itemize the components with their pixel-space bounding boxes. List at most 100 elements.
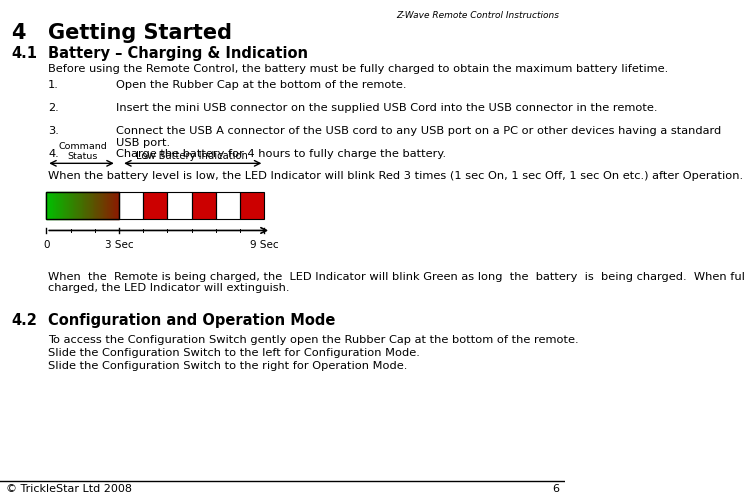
Bar bbox=[69, 192, 70, 219]
Bar bbox=[98, 192, 99, 219]
Bar bbox=[119, 192, 143, 219]
Bar bbox=[52, 192, 53, 219]
Text: Connect the USB A connector of the USB cord to any USB port on a PC or other dev: Connect the USB A connector of the USB c… bbox=[116, 126, 721, 148]
Bar bbox=[75, 192, 77, 219]
Bar bbox=[91, 192, 92, 219]
Bar bbox=[83, 192, 85, 219]
Text: Before using the Remote Control, the battery must be fully charged to obtain the: Before using the Remote Control, the bat… bbox=[48, 64, 668, 74]
Bar bbox=[97, 192, 98, 219]
Text: Low Battery Indication: Low Battery Indication bbox=[135, 151, 248, 161]
Text: 4.: 4. bbox=[48, 149, 59, 159]
Bar bbox=[216, 192, 240, 219]
Text: 3.: 3. bbox=[48, 126, 59, 136]
Bar bbox=[143, 192, 167, 219]
Bar bbox=[240, 192, 264, 219]
Text: 6: 6 bbox=[552, 484, 559, 494]
Text: 0: 0 bbox=[43, 240, 50, 250]
Text: Open the Rubber Cap at the bottom of the remote.: Open the Rubber Cap at the bottom of the… bbox=[116, 80, 406, 90]
Text: Z-Wave Remote Control Instructions: Z-Wave Remote Control Instructions bbox=[396, 11, 559, 20]
Bar bbox=[51, 192, 52, 219]
Bar bbox=[74, 192, 75, 219]
Bar bbox=[115, 192, 116, 219]
Text: 2.: 2. bbox=[48, 103, 59, 113]
Bar bbox=[68, 192, 69, 219]
Text: © TrickleStar Ltd 2008: © TrickleStar Ltd 2008 bbox=[6, 484, 132, 494]
Bar bbox=[167, 192, 192, 219]
Bar bbox=[60, 192, 61, 219]
Bar bbox=[62, 192, 63, 219]
Bar bbox=[106, 192, 107, 219]
Bar bbox=[240, 192, 264, 219]
Bar bbox=[61, 192, 62, 219]
Bar bbox=[114, 192, 115, 219]
Text: 1.: 1. bbox=[48, 80, 59, 90]
Bar bbox=[96, 192, 97, 219]
Text: Battery – Charging & Indication: Battery – Charging & Indication bbox=[48, 46, 308, 61]
Bar bbox=[89, 192, 90, 219]
Bar bbox=[48, 192, 49, 219]
Bar bbox=[92, 192, 94, 219]
Bar bbox=[116, 192, 117, 219]
Bar bbox=[79, 192, 80, 219]
Bar bbox=[59, 192, 60, 219]
Text: Getting Started: Getting Started bbox=[48, 23, 232, 43]
Bar bbox=[71, 192, 73, 219]
Bar bbox=[49, 192, 50, 219]
Bar bbox=[100, 192, 102, 219]
Bar bbox=[90, 192, 91, 219]
Bar bbox=[80, 192, 81, 219]
Text: Configuration and Operation Mode: Configuration and Operation Mode bbox=[48, 313, 336, 328]
Bar bbox=[87, 192, 88, 219]
Bar bbox=[102, 192, 103, 219]
Bar bbox=[67, 192, 68, 219]
Bar bbox=[66, 192, 67, 219]
Bar bbox=[77, 192, 78, 219]
Bar bbox=[109, 192, 110, 219]
Bar bbox=[117, 192, 118, 219]
Bar bbox=[104, 192, 106, 219]
Bar bbox=[88, 192, 89, 219]
Text: When  the  Remote is being charged, the  LED Indicator will blink Green as long : When the Remote is being charged, the LE… bbox=[48, 272, 744, 293]
Bar bbox=[55, 192, 57, 219]
Bar bbox=[192, 192, 216, 219]
Bar bbox=[47, 192, 48, 219]
Bar bbox=[167, 192, 192, 219]
Bar bbox=[70, 192, 71, 219]
Bar bbox=[86, 192, 87, 219]
Text: 4: 4 bbox=[11, 23, 26, 43]
Text: Slide the Configuration Switch to the left for Configuration Mode.: Slide the Configuration Switch to the le… bbox=[48, 348, 420, 358]
Bar bbox=[50, 192, 51, 219]
Bar bbox=[81, 192, 82, 219]
Bar bbox=[46, 192, 119, 219]
Bar bbox=[78, 192, 79, 219]
Bar bbox=[95, 192, 96, 219]
Bar bbox=[118, 192, 119, 219]
Bar bbox=[85, 192, 86, 219]
Text: Charge the battery for 4 hours to fully charge the battery.: Charge the battery for 4 hours to fully … bbox=[116, 149, 446, 159]
Text: To access the Configuration Switch gently open the Rubber Cap at the bottom of t: To access the Configuration Switch gentl… bbox=[48, 335, 579, 345]
Bar bbox=[112, 192, 114, 219]
Bar bbox=[99, 192, 100, 219]
Bar bbox=[82, 192, 83, 219]
Text: Slide the Configuration Switch to the right for Operation Mode.: Slide the Configuration Switch to the ri… bbox=[48, 361, 408, 371]
Bar bbox=[119, 192, 143, 219]
Bar bbox=[107, 192, 108, 219]
Bar bbox=[54, 192, 55, 219]
Text: 9 Sec: 9 Sec bbox=[250, 240, 278, 250]
Text: Command
Status: Command Status bbox=[58, 142, 107, 161]
Bar bbox=[94, 192, 95, 219]
Bar bbox=[108, 192, 109, 219]
Bar bbox=[58, 192, 59, 219]
Bar bbox=[53, 192, 54, 219]
Bar bbox=[143, 192, 167, 219]
Bar bbox=[110, 192, 111, 219]
Text: 3 Sec: 3 Sec bbox=[105, 240, 133, 250]
Bar bbox=[192, 192, 216, 219]
Bar bbox=[65, 192, 66, 219]
Bar bbox=[57, 192, 58, 219]
Bar bbox=[103, 192, 104, 219]
Text: 4.1: 4.1 bbox=[11, 46, 37, 61]
Text: 4.2: 4.2 bbox=[11, 313, 37, 328]
Bar bbox=[46, 192, 47, 219]
Text: Insert the mini USB connector on the supplied USB Cord into the USB connector in: Insert the mini USB connector on the sup… bbox=[116, 103, 657, 113]
